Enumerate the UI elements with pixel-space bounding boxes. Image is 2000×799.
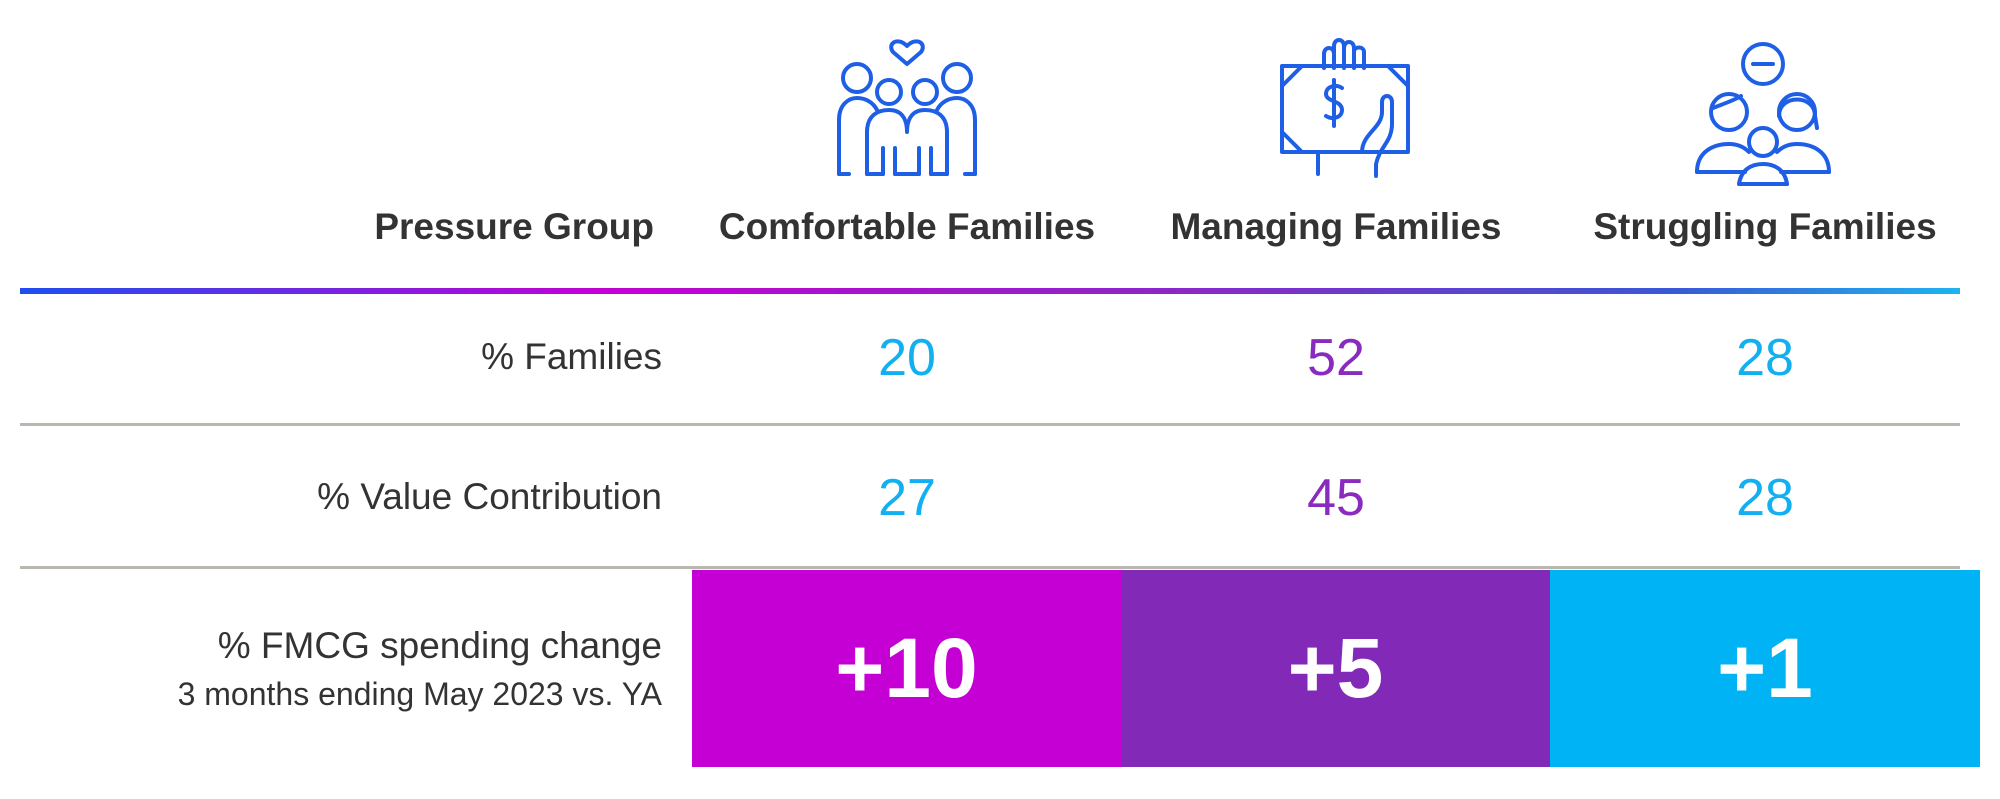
row-label-value-contribution: % Value Contribution	[317, 476, 662, 517]
cell-families-managing: 52	[1307, 329, 1365, 387]
cell-fmcg-comfortable: +10	[692, 570, 1121, 767]
family-minus-icon	[1683, 24, 1843, 194]
family-heart-icon	[827, 24, 987, 194]
hand-money-icon	[1270, 24, 1430, 194]
header-divider	[20, 288, 1960, 294]
fmcg-struggling-value: +1	[1717, 621, 1813, 715]
cell-fmcg-managing: +5	[1121, 570, 1550, 767]
fmcg-managing-value: +5	[1287, 621, 1384, 715]
row-label-fmcg-spending: % FMCG spending change	[217, 625, 662, 666]
cell-value-managing: 45	[1307, 469, 1365, 527]
row-divider	[20, 566, 1960, 569]
column-header-comfortable: Comfortable Families	[718, 206, 1096, 247]
column-header-managing: Managing Families	[1170, 206, 1502, 247]
cell-families-comfortable: 20	[878, 329, 936, 387]
cell-fmcg-struggling: +1	[1550, 570, 1980, 767]
row-sublabel-period: 3 months ending May 2023 vs. YA	[177, 676, 662, 712]
column-header-struggling: Struggling Families	[1593, 206, 1937, 247]
cell-value-comfortable: 27	[878, 469, 936, 527]
cell-families-struggling: 28	[1736, 329, 1794, 387]
fmcg-comfortable-value: +10	[835, 621, 978, 715]
cell-value-struggling: 28	[1736, 469, 1794, 527]
row-label-families: % Families	[481, 336, 662, 377]
row-divider	[20, 423, 1960, 426]
pressure-group-header: Pressure Group	[374, 206, 654, 247]
